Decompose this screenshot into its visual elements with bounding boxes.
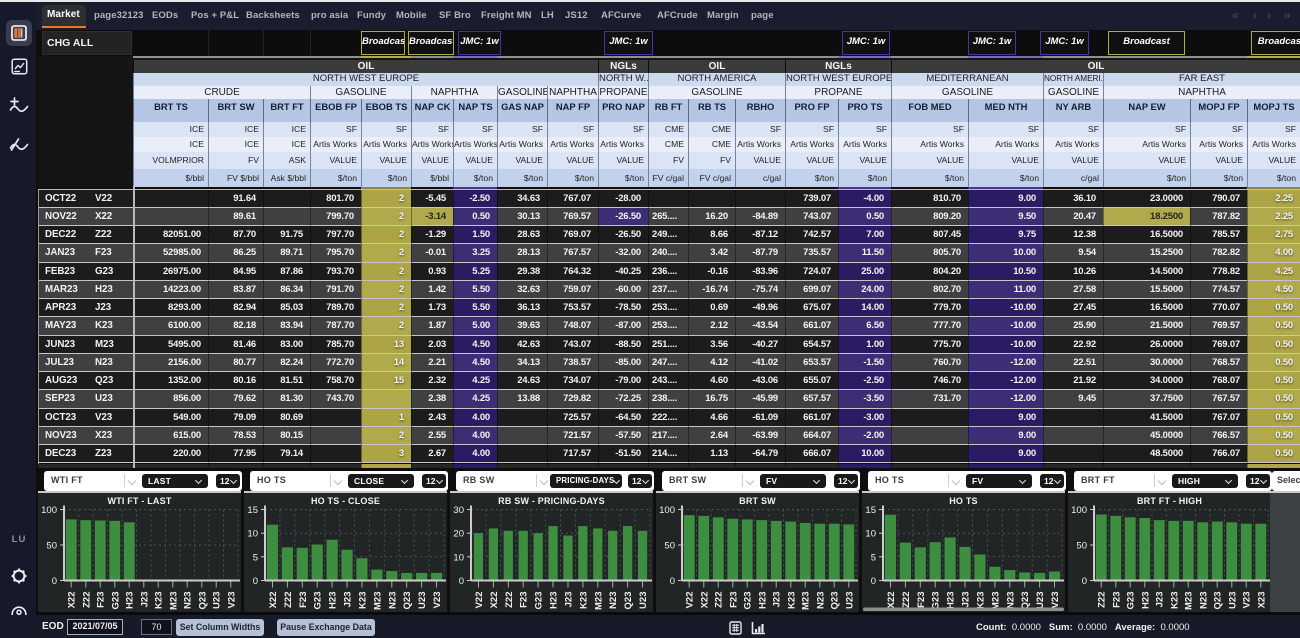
- svg-text:15: 15: [865, 505, 876, 516]
- svg-text:BRT FT - HIGH: BRT FT - HIGH: [1137, 496, 1202, 506]
- svg-text:N23: N23: [608, 592, 619, 609]
- svg-text:0: 0: [670, 576, 675, 587]
- svg-text:M23: M23: [168, 592, 179, 610]
- svg-text:U23: U23: [417, 592, 428, 609]
- svg-text:K23: K23: [154, 592, 165, 609]
- svg-text:H23: H23: [328, 592, 339, 609]
- svg-text:0: 0: [1082, 576, 1087, 587]
- svg-text:0: 0: [253, 576, 258, 587]
- svg-text:50: 50: [1076, 541, 1087, 552]
- svg-text:G23: G23: [931, 592, 942, 610]
- svg-text:M23: M23: [990, 592, 1001, 610]
- svg-text:U23: U23: [844, 592, 855, 609]
- svg-text:F23: F23: [298, 592, 309, 608]
- svg-text:100: 100: [41, 505, 57, 516]
- svg-text:K23: K23: [976, 592, 987, 609]
- svg-text:0: 0: [459, 576, 464, 587]
- svg-text:F23: F23: [96, 592, 107, 608]
- svg-text:K23: K23: [578, 592, 589, 609]
- svg-text:U23: U23: [638, 592, 649, 609]
- svg-text:G23: G23: [313, 592, 324, 610]
- svg-text:H23: H23: [549, 592, 560, 609]
- svg-text:N23: N23: [1198, 592, 1209, 609]
- svg-text:J23: J23: [139, 592, 150, 608]
- svg-text:F23: F23: [728, 592, 739, 608]
- svg-text:30: 30: [453, 505, 464, 516]
- svg-text:Z22: Z22: [1097, 592, 1108, 608]
- svg-text:V22: V22: [685, 592, 696, 609]
- svg-text:Q23: Q23: [1213, 592, 1224, 610]
- svg-text:Q23: Q23: [1020, 592, 1031, 610]
- svg-text:X22: X22: [489, 592, 500, 609]
- svg-text:J23: J23: [343, 592, 354, 608]
- svg-text:M23: M23: [593, 592, 604, 610]
- svg-text:Z22: Z22: [81, 592, 92, 608]
- svg-text:50: 50: [664, 541, 675, 552]
- svg-text:V23: V23: [226, 592, 237, 609]
- svg-text:K23: K23: [1169, 592, 1180, 609]
- svg-text:100: 100: [659, 505, 675, 516]
- svg-text:N23: N23: [815, 592, 826, 609]
- svg-text:HO TS: HO TS: [949, 496, 978, 506]
- svg-text:J23: J23: [961, 592, 972, 608]
- svg-text:N23: N23: [183, 592, 194, 609]
- svg-text:Z22: Z22: [901, 592, 912, 608]
- svg-text:10: 10: [247, 529, 258, 540]
- svg-text:5: 5: [871, 552, 876, 563]
- svg-text:J23: J23: [772, 592, 783, 608]
- svg-text:J23: J23: [1155, 592, 1166, 608]
- svg-text:Z22: Z22: [283, 592, 294, 608]
- svg-text:K23: K23: [786, 592, 797, 609]
- svg-text:V23: V23: [432, 592, 443, 609]
- svg-text:BRT SW: BRT SW: [739, 496, 776, 506]
- svg-text:Z22: Z22: [504, 592, 515, 608]
- svg-text:G23: G23: [1126, 592, 1137, 610]
- svg-text:J23: J23: [564, 592, 575, 608]
- svg-text:G23: G23: [110, 592, 121, 610]
- svg-text:G23: G23: [743, 592, 754, 610]
- svg-text:H23: H23: [946, 592, 957, 609]
- svg-text:X23: X23: [1256, 592, 1267, 609]
- svg-text:V22: V22: [474, 592, 485, 609]
- svg-text:X22: X22: [886, 592, 897, 609]
- svg-text:N23: N23: [1005, 592, 1016, 609]
- svg-text:Q23: Q23: [623, 592, 634, 610]
- svg-text:V23: V23: [1242, 592, 1253, 609]
- svg-text:U23: U23: [212, 592, 223, 609]
- svg-text:H23: H23: [125, 592, 136, 609]
- svg-text:F23: F23: [916, 592, 927, 608]
- svg-text:RB SW - PRICING-DAYS: RB SW - PRICING-DAYS: [498, 496, 605, 506]
- svg-text:0: 0: [871, 576, 876, 587]
- svg-text:U23: U23: [1035, 592, 1046, 609]
- svg-text:5: 5: [253, 552, 258, 563]
- svg-text:F23: F23: [519, 592, 530, 608]
- svg-text:M23: M23: [372, 592, 383, 610]
- svg-text:H23: H23: [1140, 592, 1151, 609]
- svg-text:M23: M23: [801, 592, 812, 610]
- svg-text:K23: K23: [358, 592, 369, 609]
- svg-text:F23: F23: [1111, 592, 1122, 608]
- svg-text:X22: X22: [268, 592, 279, 609]
- svg-text:20: 20: [453, 529, 464, 540]
- svg-text:10: 10: [865, 529, 876, 540]
- svg-text:G23: G23: [534, 592, 545, 610]
- svg-text:WTI FT - LAST: WTI FT - LAST: [107, 496, 171, 506]
- svg-text:Q23: Q23: [197, 592, 208, 610]
- svg-text:Q23: Q23: [402, 592, 413, 610]
- svg-text:M23: M23: [1184, 592, 1195, 610]
- svg-text:X22: X22: [699, 592, 710, 609]
- svg-text:Z22: Z22: [714, 592, 725, 608]
- svg-text:N23: N23: [387, 592, 398, 609]
- svg-text:0: 0: [52, 576, 57, 587]
- svg-text:Q23: Q23: [830, 592, 841, 610]
- svg-text:50: 50: [46, 541, 57, 552]
- svg-text:15: 15: [247, 505, 258, 516]
- svg-text:HO TS - CLOSE: HO TS - CLOSE: [311, 496, 380, 506]
- svg-text:H23: H23: [757, 592, 768, 609]
- svg-text:10: 10: [453, 552, 464, 563]
- svg-text:U23: U23: [1227, 592, 1238, 609]
- svg-text:100: 100: [1071, 505, 1087, 516]
- svg-text:V23: V23: [1050, 592, 1061, 609]
- svg-text:X22: X22: [67, 592, 78, 609]
